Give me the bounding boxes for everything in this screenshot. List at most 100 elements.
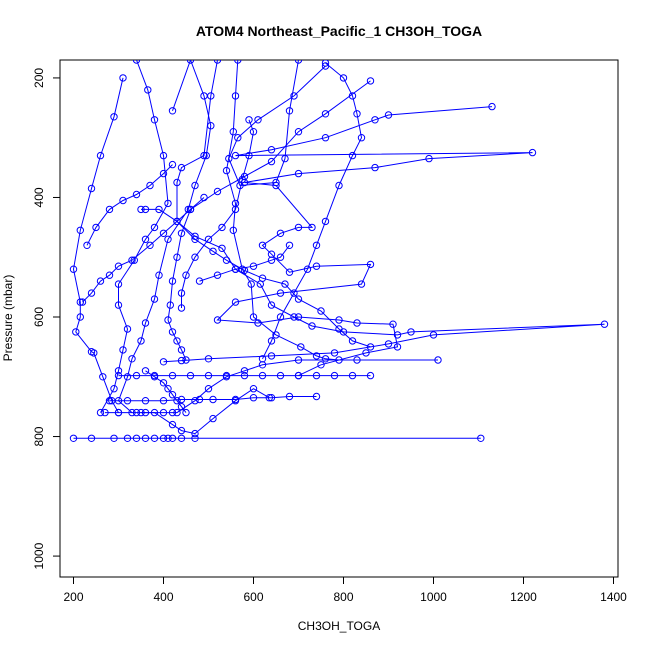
data-point bbox=[123, 373, 132, 381]
data-point bbox=[321, 110, 330, 118]
y-tick-label: 400 bbox=[32, 187, 46, 207]
data-point bbox=[164, 235, 172, 244]
data-point bbox=[159, 358, 168, 366]
data-point bbox=[114, 367, 123, 375]
data-point bbox=[258, 371, 267, 380]
data-point bbox=[294, 169, 303, 178]
series-line bbox=[100, 60, 169, 413]
x-tick-label: 400 bbox=[153, 590, 173, 604]
data-point bbox=[294, 356, 303, 364]
data-point bbox=[200, 193, 208, 202]
data-point bbox=[366, 260, 375, 269]
data-point bbox=[429, 331, 438, 339]
data-point bbox=[114, 280, 123, 288]
data-point bbox=[182, 271, 190, 279]
series-11 bbox=[114, 371, 375, 380]
data-point bbox=[222, 256, 231, 264]
data-point bbox=[186, 205, 195, 214]
data-point bbox=[225, 154, 233, 163]
data-point bbox=[155, 271, 163, 279]
data-point bbox=[209, 247, 217, 256]
data-point bbox=[312, 241, 321, 250]
data-point bbox=[132, 434, 141, 442]
data-point bbox=[218, 223, 226, 232]
data-point bbox=[137, 337, 145, 345]
data-point bbox=[123, 434, 132, 442]
data-point bbox=[267, 256, 276, 264]
data-point bbox=[123, 325, 132, 333]
data-point bbox=[114, 408, 123, 417]
data-point bbox=[141, 235, 150, 244]
data-point bbox=[128, 355, 136, 363]
data-point bbox=[76, 226, 85, 235]
data-point bbox=[119, 74, 127, 82]
data-point bbox=[123, 397, 132, 405]
data-point bbox=[362, 349, 370, 357]
data-point bbox=[132, 408, 141, 417]
data-point bbox=[119, 196, 127, 205]
data-point bbox=[191, 253, 199, 261]
data-point bbox=[207, 122, 215, 130]
data-point bbox=[240, 367, 249, 375]
data-point bbox=[164, 385, 172, 393]
data-point bbox=[267, 146, 276, 154]
data-point bbox=[173, 397, 181, 405]
data-point bbox=[87, 434, 96, 442]
data-point bbox=[290, 92, 298, 100]
data-point bbox=[173, 178, 181, 187]
data-point bbox=[267, 157, 276, 166]
data-point bbox=[168, 408, 177, 417]
data-point bbox=[141, 397, 150, 405]
data-point bbox=[168, 391, 177, 399]
data-point bbox=[177, 426, 186, 435]
data-point bbox=[249, 128, 258, 136]
data-point bbox=[234, 134, 242, 142]
data-point bbox=[96, 408, 105, 417]
data-point bbox=[231, 92, 240, 100]
series-line bbox=[181, 119, 255, 308]
data-point bbox=[155, 205, 163, 214]
series-line bbox=[145, 370, 187, 413]
data-point bbox=[317, 307, 325, 315]
data-point bbox=[308, 322, 316, 330]
data-point bbox=[137, 408, 145, 417]
data-point bbox=[168, 328, 177, 336]
data-point bbox=[177, 229, 186, 238]
x-tick-label: 800 bbox=[333, 590, 353, 604]
data-point bbox=[265, 394, 273, 402]
data-point bbox=[229, 226, 238, 235]
data-point bbox=[335, 316, 343, 324]
data-point bbox=[159, 151, 168, 160]
data-point bbox=[92, 223, 100, 232]
data-point bbox=[182, 356, 190, 364]
data-point bbox=[245, 116, 253, 124]
data-point bbox=[110, 385, 118, 393]
data-point bbox=[366, 343, 375, 351]
data-point bbox=[393, 331, 402, 339]
data-point bbox=[371, 116, 379, 124]
data-point bbox=[357, 280, 366, 288]
data-point bbox=[528, 148, 537, 157]
data-point bbox=[247, 280, 255, 288]
data-point bbox=[267, 301, 276, 309]
data-point bbox=[294, 313, 303, 321]
data-point bbox=[105, 205, 114, 214]
data-point bbox=[150, 434, 159, 442]
data-point bbox=[132, 190, 141, 199]
series-line bbox=[216, 106, 533, 377]
data-point bbox=[276, 289, 285, 297]
data-point bbox=[297, 343, 305, 351]
data-point bbox=[294, 60, 303, 64]
data-point bbox=[285, 268, 294, 276]
data-point bbox=[321, 60, 330, 67]
series-12 bbox=[69, 434, 485, 442]
data-point bbox=[213, 316, 222, 324]
series-line bbox=[72, 77, 124, 413]
data-point bbox=[330, 349, 339, 357]
data-point bbox=[330, 371, 339, 380]
data-point bbox=[231, 397, 240, 405]
data-point bbox=[425, 154, 433, 163]
data-point bbox=[366, 371, 375, 380]
data-point bbox=[159, 379, 168, 387]
data-point bbox=[146, 241, 154, 250]
